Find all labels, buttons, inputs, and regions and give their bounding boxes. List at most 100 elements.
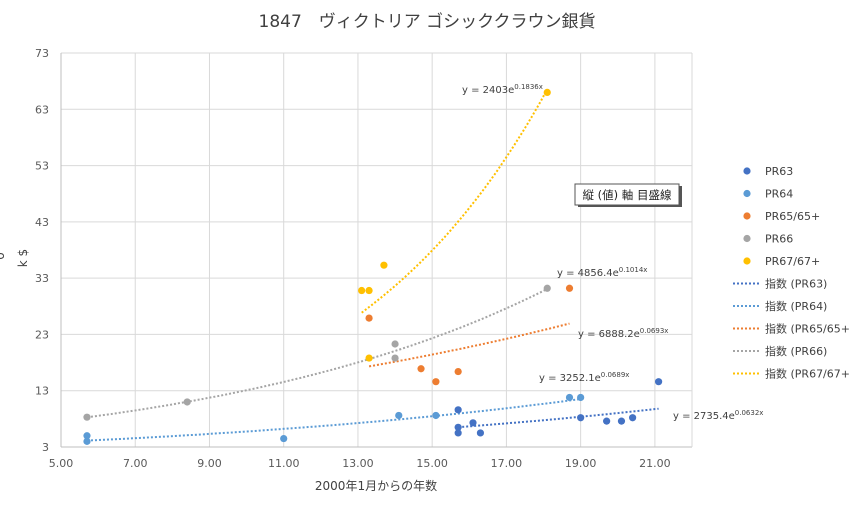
point-pr64-0: [83, 437, 91, 445]
legend-label: 指数 (PR65/65+): [765, 322, 850, 336]
x-tick-label-3: 11.00: [268, 457, 300, 470]
y-tick-label-0: 3: [42, 441, 49, 454]
gridlines: [60, 52, 692, 448]
legend-label: PR66: [765, 233, 793, 246]
legend-label: PR64: [765, 188, 793, 201]
point-pr65-65-4: [565, 284, 574, 292]
y-tick-label-1: 13: [35, 385, 49, 398]
legend-label: PR67/67+: [765, 255, 820, 268]
legend-item-pr64: PR64: [743, 188, 793, 201]
y-tick-label-5: 53: [35, 160, 49, 173]
equation-pr67-67: y = 2403e0.1836x: [462, 83, 543, 96]
equation-pr66: y = 4856.4e0.1014x: [557, 266, 647, 279]
y-axis-title: k $: [16, 249, 30, 267]
legend-label: PR65/65+: [765, 210, 820, 223]
point-pr65-65-0: [365, 314, 373, 322]
equation-pr63: y = 2735.4e0.0632x: [673, 409, 763, 422]
y-tick-label-2: 23: [35, 328, 49, 341]
point-pr67-67-3: [365, 354, 373, 362]
point-pr63-0: [454, 429, 462, 437]
legend-item-trend-pr66: 指数 (PR66): [733, 344, 827, 358]
x-tick-label-2: 9.00: [197, 457, 222, 470]
point-pr64-6: [577, 393, 585, 402]
legend-item-trend-pr63: 指数 (PR63): [733, 277, 827, 291]
point-pr63-3: [469, 419, 477, 427]
equation-pr64: y = 3252.1e0.0689x: [539, 371, 629, 384]
point-pr64-2: [280, 434, 288, 443]
legend-marker: [743, 167, 751, 175]
chart-title: 1847 ヴィクトリア ゴシッククラウン銀貨: [259, 11, 596, 32]
trendline-pr67-67: [361, 88, 549, 314]
y-tick-label-6: 63: [35, 103, 49, 116]
point-pr63-8: [629, 414, 637, 422]
legend-label: 指数 (PR64): [765, 299, 827, 313]
tooltip-text: 縦 (値) 軸 目盛線: [583, 188, 672, 202]
equation-pr65-65: y = 6888.2e0.0693x: [578, 327, 668, 340]
point-pr64-3: [395, 411, 403, 420]
point-pr67-67-4: [543, 88, 551, 96]
x-tick-label-8: 21.00: [639, 457, 671, 470]
legend-marker: [743, 257, 751, 265]
legend-label: 指数 (PR66): [765, 344, 827, 358]
point-pr66-0: [83, 413, 91, 421]
x-tick-label-4: 13.00: [342, 457, 374, 470]
x-tick-labels: 5.00 7.00 9.00 11.00 13.00 15.00 17.00 19.00 21.…: [49, 457, 671, 470]
point-pr63-6: [603, 417, 611, 425]
legend-label: 指数 (PR63): [765, 277, 827, 291]
point-pr63-2: [454, 406, 462, 414]
x-tick-label-1: 7.00: [123, 457, 148, 470]
y-axis-title-fragment: o: [0, 252, 7, 259]
legend-label: 指数 (PR67/67+): [765, 367, 850, 381]
legend-marker: [743, 234, 751, 243]
trendline-pr64: [86, 398, 581, 442]
x-tick-label-7: 19.00: [565, 457, 597, 470]
gridline-tooltip: 縦 (値) 軸 目盛線: [574, 183, 682, 207]
point-pr65-65-1: [417, 365, 425, 373]
legend-item-pr66: PR66: [743, 233, 793, 246]
x-tick-label-6: 17.00: [491, 457, 523, 470]
legend-item-pr67-67: PR67/67+: [743, 255, 820, 268]
trendline-equations: y = 2735.4e0.0632x y = 3252.1e0.0689x y = …: [462, 83, 763, 422]
point-pr64-4: [432, 411, 440, 420]
point-pr67-67-2: [380, 261, 388, 269]
point-pr63-9: [654, 378, 663, 386]
point-pr66-3: [391, 354, 399, 362]
legend-item-trend-pr67-67: 指数 (PR67/67+): [733, 367, 850, 381]
x-tick-label-5: 15.00: [416, 457, 448, 470]
y-tick-label-4: 43: [35, 216, 49, 229]
point-pr65-65-2: [432, 378, 440, 386]
y-tick-label-3: 33: [35, 272, 49, 285]
trendline-pr63: [458, 407, 659, 429]
trendlines: [86, 88, 659, 442]
point-pr65-65-3: [454, 367, 462, 376]
legend-label: PR63: [765, 165, 793, 178]
point-pr66-1: [183, 398, 191, 406]
point-pr64-5: [565, 393, 574, 402]
point-pr63-7: [617, 417, 626, 425]
legend-marker: [743, 212, 751, 220]
axes: [60, 53, 693, 448]
x-axis-title: 2000年1月からの年数: [315, 478, 437, 493]
legend-item-pr65-65: PR65/65+: [743, 210, 820, 223]
point-pr63-1: [454, 423, 462, 431]
point-pr63-5: [577, 414, 585, 422]
point-pr66-4: [543, 284, 551, 292]
data-points: [83, 88, 663, 445]
legend-marker: [743, 189, 751, 198]
trendline-pr65-65: [368, 322, 570, 368]
tooltip-box: [574, 183, 680, 206]
y-tick-label-7: 73: [35, 47, 49, 60]
legend-item-pr63: PR63: [743, 165, 793, 178]
point-pr67-67-0: [358, 286, 366, 295]
point-pr63-4: [476, 429, 485, 437]
point-pr67-67-1: [365, 286, 373, 295]
legend-item-trend-pr64: 指数 (PR64): [733, 299, 827, 313]
legend-item-trend-pr65-65: 指数 (PR65/65+): [733, 322, 850, 336]
point-pr64-1: [83, 432, 91, 440]
point-pr66-2: [391, 340, 399, 348]
x-tick-label-0: 5.00: [49, 457, 74, 470]
legend: PR63 PR64 PR65/65+ PR66 PR67/67+ 指数 (PR63) 指数 …: [733, 165, 850, 381]
trendline-pr66: [86, 288, 548, 419]
y-tick-labels: 3 13 23 33 43 53 63 73: [35, 47, 49, 454]
